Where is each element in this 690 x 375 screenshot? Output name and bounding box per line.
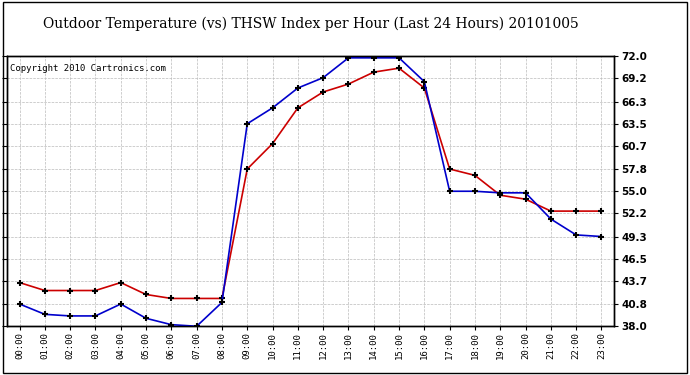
Text: Outdoor Temperature (vs) THSW Index per Hour (Last 24 Hours) 20101005: Outdoor Temperature (vs) THSW Index per … (43, 17, 578, 31)
Text: Copyright 2010 Cartronics.com: Copyright 2010 Cartronics.com (10, 64, 166, 74)
